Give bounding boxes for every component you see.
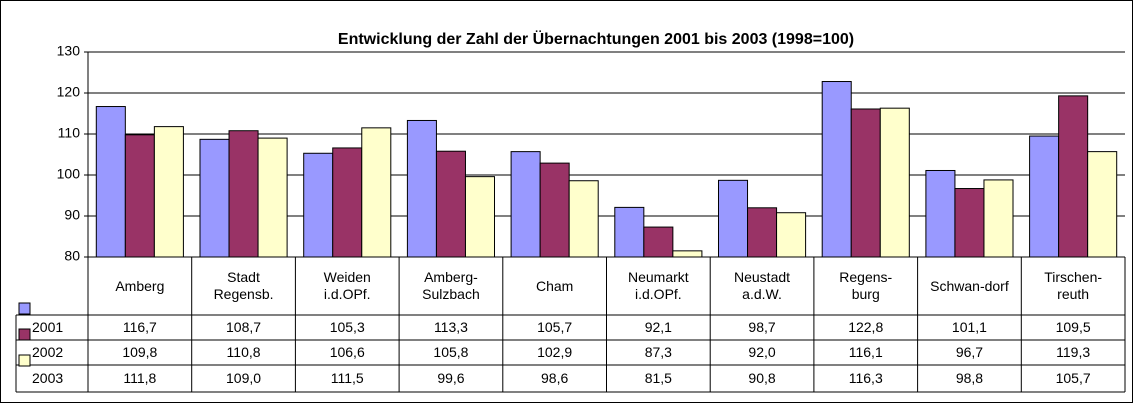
data-table-value: 105,7 xyxy=(1055,370,1091,386)
y-tick-label: 130 xyxy=(57,43,81,59)
bar xyxy=(303,152,334,258)
category-label: Cham xyxy=(535,277,574,294)
data-table-value: 92,1 xyxy=(644,319,672,335)
category-label: Neumarkt i.d.OPf. xyxy=(628,269,689,302)
legend-label: 2002 xyxy=(32,344,64,360)
category-label: Stadt Regensb. xyxy=(213,269,274,302)
category-label: Schwan-dorf xyxy=(930,277,1009,294)
data-table-value: 122,8 xyxy=(848,319,884,335)
category-label: Weiden i.d.OPf. xyxy=(323,269,371,302)
y-tick-label: 90 xyxy=(64,207,80,223)
legend-label: 2003 xyxy=(32,370,64,386)
bar xyxy=(510,151,541,258)
data-table-value: 98,6 xyxy=(541,370,569,386)
bar xyxy=(643,226,674,258)
data-table-value: 109,0 xyxy=(226,370,262,386)
bar xyxy=(747,207,778,258)
category-label: Regens- burg xyxy=(839,269,893,302)
bar xyxy=(1058,95,1089,258)
category-label: Neustadt a.d.W. xyxy=(734,269,791,302)
data-table-value: 81,5 xyxy=(644,370,672,386)
legend-key xyxy=(18,302,31,315)
bar xyxy=(821,81,852,258)
data-table-value: 109,8 xyxy=(122,344,158,360)
data-table-value: 110,8 xyxy=(226,344,261,360)
bar xyxy=(124,134,155,258)
data-table-value: 116,1 xyxy=(848,344,883,360)
bar xyxy=(776,212,807,258)
data-table-value: 90,8 xyxy=(748,370,776,386)
bar xyxy=(332,147,363,258)
bar xyxy=(95,106,126,258)
category-label: Amberg- Sulzbach xyxy=(422,269,480,302)
bar xyxy=(1029,135,1060,258)
bar xyxy=(539,162,570,258)
data-table-value: 109,5 xyxy=(1055,319,1091,335)
legend-label: 2001 xyxy=(32,319,64,335)
bar xyxy=(1087,151,1118,258)
data-table-value: 87,3 xyxy=(644,344,672,360)
data-table-value: 116,3 xyxy=(848,370,883,386)
data-table-value: 105,8 xyxy=(433,344,469,360)
data-table-value: 106,6 xyxy=(329,344,365,360)
legend-key xyxy=(18,354,31,367)
bar xyxy=(464,176,496,258)
bar xyxy=(925,169,956,258)
data-table-value: 98,8 xyxy=(955,370,984,386)
data-table-value: 111,8 xyxy=(123,370,157,386)
data-table-value: 113,3 xyxy=(433,319,468,335)
category-label: Amberg xyxy=(115,277,165,294)
chart-title: Entwicklung der Zahl der Übernachtungen … xyxy=(338,29,854,48)
bar xyxy=(983,179,1014,258)
bar xyxy=(435,150,466,258)
data-table-value: 101,1 xyxy=(951,319,987,335)
y-tick-label: 80 xyxy=(64,248,80,264)
legend-key xyxy=(18,328,31,341)
bar xyxy=(614,206,645,258)
data-table-value: 105,3 xyxy=(329,319,365,335)
bar xyxy=(406,119,437,258)
y-tick-label: 110 xyxy=(58,125,81,141)
bar xyxy=(568,180,599,258)
data-table-value: 119,3 xyxy=(1056,344,1091,360)
data-table-value: 108,7 xyxy=(226,319,262,335)
data-table-value: 92,0 xyxy=(748,344,776,360)
bar xyxy=(361,127,392,258)
y-tick-label: 120 xyxy=(57,84,81,100)
data-table-value: 99,6 xyxy=(437,370,465,386)
bar xyxy=(879,107,910,258)
bar xyxy=(850,108,881,258)
bar xyxy=(717,179,749,258)
bar xyxy=(228,130,259,258)
bar xyxy=(153,126,184,258)
data-table-value: 105,7 xyxy=(537,319,573,335)
bar xyxy=(954,188,985,258)
data-table-value: 102,9 xyxy=(537,344,573,360)
data-table-value: 111,5 xyxy=(330,370,364,386)
category-label: Tirschen- reuth xyxy=(1044,269,1103,302)
data-table-value: 98,7 xyxy=(748,319,776,335)
data-table-value: 96,7 xyxy=(955,344,984,360)
y-tick-label: 100 xyxy=(57,166,81,182)
bar xyxy=(257,137,288,258)
bar xyxy=(199,138,230,258)
data-table-value: 116,7 xyxy=(122,319,157,335)
